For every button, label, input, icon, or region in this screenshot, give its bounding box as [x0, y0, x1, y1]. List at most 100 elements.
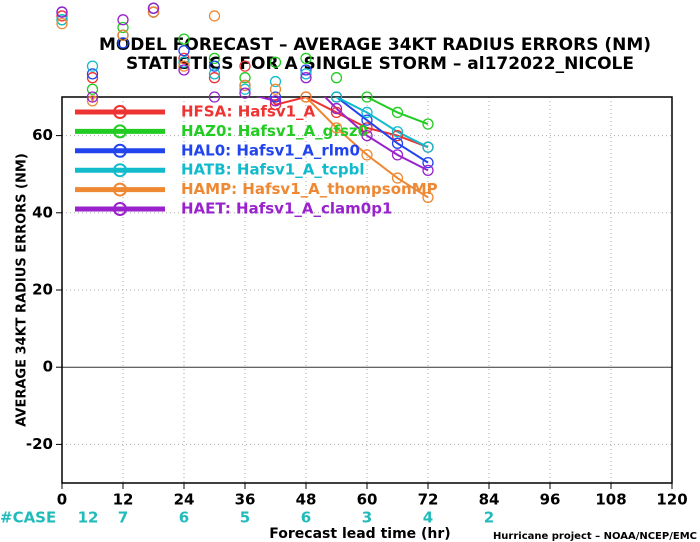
chart-subtitle: STATISTICS FOR A SINGLE STORM – al172022… [126, 54, 634, 74]
point-marker [391, 172, 404, 184]
legend-marker [113, 182, 127, 197]
x-axis-label: Forecast lead time (hr) [269, 526, 450, 542]
point-marker [422, 164, 434, 176]
case-count: 6 [301, 509, 311, 527]
case-count: 4 [423, 509, 433, 527]
x-tick-label: 120 [656, 491, 687, 509]
point-marker [330, 102, 343, 115]
x-tick-label: 48 [296, 491, 317, 509]
point-marker [147, 6, 160, 18]
point-marker [86, 72, 99, 84]
point-marker [239, 60, 251, 72]
y-tick-label: 0 [43, 358, 53, 376]
point-marker [56, 14, 68, 26]
point-marker [239, 72, 251, 84]
x-tick-label: 36 [235, 491, 256, 509]
legend-marker [113, 143, 127, 158]
point-marker [208, 68, 221, 80]
point-marker [361, 149, 373, 161]
point-marker [56, 10, 68, 22]
point-marker [117, 21, 129, 34]
x-tick-label: 72 [418, 491, 439, 509]
point-marker [147, 2, 160, 14]
point-marker [391, 149, 404, 161]
legend-marker [113, 202, 127, 216]
legend-label: HAL0: Hafsv1_A_rlm0 [181, 141, 360, 159]
point-marker [361, 122, 373, 134]
point-marker [178, 52, 190, 65]
point-marker [208, 60, 221, 72]
point-marker [239, 87, 251, 99]
legend-label: HAMP: Hafsv1_A_thompsonMP [181, 180, 438, 198]
point-marker [269, 99, 282, 111]
y-tick-label: 60 [32, 126, 53, 144]
case-count: 2 [484, 509, 494, 527]
series-line [91, 97, 429, 172]
point-marker [422, 191, 434, 204]
point-marker [178, 64, 190, 76]
y-tick-label: -20 [26, 435, 53, 453]
point-marker [208, 10, 221, 22]
x-tick-label: 84 [479, 491, 500, 509]
point-marker [391, 129, 404, 142]
point-marker [269, 95, 282, 107]
legend-label: HFSA: Hafsv1_A [181, 103, 316, 121]
x-tick-label: 108 [595, 491, 626, 509]
point-marker [117, 14, 129, 26]
legend-marker [113, 105, 127, 119]
point-marker [269, 75, 282, 88]
case-count: 5 [240, 509, 250, 527]
x-tick-label: 96 [540, 491, 561, 509]
point-marker [391, 106, 404, 119]
point-marker [361, 129, 373, 142]
legend-marker [113, 124, 127, 139]
legend-label: HAZ0: Hafsv1_A_gfsz0 [181, 122, 368, 140]
series-line [272, 97, 429, 164]
point-marker [300, 72, 312, 84]
point-marker [208, 72, 221, 84]
point-marker [269, 91, 282, 103]
series-line [268, 97, 429, 149]
point-marker [86, 95, 99, 107]
point-marker [178, 33, 190, 45]
legend-marker [113, 163, 127, 178]
point-marker [86, 83, 99, 95]
point-marker [117, 29, 129, 41]
point-marker [391, 126, 404, 138]
point-marker [178, 56, 190, 68]
point-marker [361, 106, 373, 119]
point-marker [330, 72, 343, 84]
legend-label: HAET: Hafsv1_A_clam0p1 [181, 200, 392, 218]
point-marker [86, 68, 99, 80]
point-marker [391, 137, 404, 149]
x-tick-label: 12 [113, 491, 134, 509]
point-marker [178, 60, 190, 72]
point-marker [86, 60, 99, 72]
point-marker [361, 114, 373, 126]
point-marker [330, 106, 343, 119]
point-marker [422, 156, 434, 169]
point-marker [208, 52, 221, 65]
case-count: 3 [362, 509, 372, 527]
point-marker [178, 45, 190, 57]
point-marker [86, 91, 99, 103]
chart-title: MODEL FORECAST – AVERAGE 34KT RADIUS ERR… [99, 35, 651, 55]
point-marker [56, 18, 68, 30]
point-marker [422, 141, 434, 153]
point-marker [330, 122, 343, 134]
case-count: 6 [179, 509, 189, 527]
series-line [334, 97, 429, 149]
y-tick-label: 20 [32, 281, 53, 299]
y-tick-label: 40 [32, 203, 53, 221]
case-label: #CASE [0, 509, 56, 527]
point-marker [269, 56, 282, 68]
point-marker [117, 37, 129, 49]
x-tick-label: 24 [174, 491, 195, 509]
point-marker [300, 64, 312, 76]
point-marker [422, 118, 434, 130]
case-count: 12 [78, 509, 99, 527]
point-marker [361, 91, 373, 103]
footer: Hurricane project – NOAA/NCEP/EMC [493, 531, 697, 542]
point-marker [300, 68, 312, 80]
